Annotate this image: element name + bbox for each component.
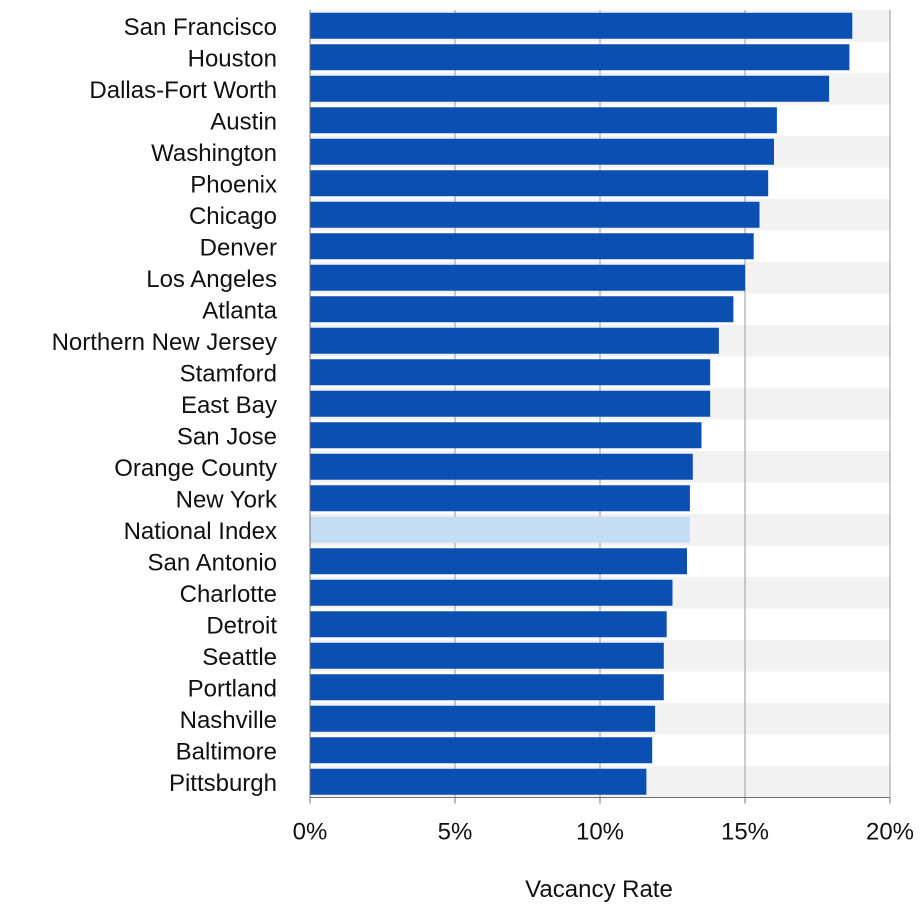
bar [310, 233, 754, 260]
bar [310, 264, 745, 291]
bar-national-index [310, 516, 690, 543]
category-label: Los Angeles [146, 266, 277, 293]
category-label: Nashville [180, 707, 277, 734]
bar [310, 107, 777, 134]
category-label: Seattle [202, 644, 277, 671]
category-label: Pittsburgh [169, 770, 277, 797]
bar [310, 768, 647, 795]
x-axis [309, 10, 891, 804]
x-axis-title: Vacancy Rate [525, 876, 673, 903]
category-label: Orange County [114, 455, 277, 482]
category-labels: San Francisco Houston Dallas-Fort Worth Aus… [52, 14, 278, 797]
bar [310, 642, 664, 669]
category-label: San Francisco [124, 14, 277, 41]
category-label: San Jose [177, 423, 277, 450]
bar [310, 390, 711, 417]
bar [310, 327, 719, 354]
category-label: Houston [188, 45, 277, 72]
category-label: Atlanta [202, 297, 277, 324]
category-label: Phoenix [190, 171, 277, 198]
x-tick-label: 10% [576, 819, 624, 846]
category-label: Charlotte [180, 581, 277, 608]
category-label: Austin [210, 108, 277, 135]
category-label: Stamford [180, 360, 277, 387]
bar [310, 138, 774, 165]
x-tick-label: 20% [866, 819, 914, 846]
bar [310, 422, 702, 449]
x-tick-label: 15% [721, 819, 769, 846]
bar [310, 170, 769, 197]
category-label: Northern New Jersey [52, 329, 277, 356]
bar [310, 453, 693, 480]
category-label: National Index [124, 518, 277, 545]
bar [310, 705, 656, 732]
bar [310, 296, 734, 323]
category-label: Washington [151, 140, 277, 167]
category-label: San Antonio [148, 549, 277, 576]
bar [310, 359, 711, 386]
x-tick-label: 5% [438, 819, 473, 846]
category-label: Baltimore [176, 738, 277, 765]
bar [310, 548, 687, 575]
bar [310, 201, 760, 228]
x-tick-label: 0% [293, 819, 328, 846]
category-label: New York [176, 486, 278, 513]
x-tick-labels: 0% 5% 10% 15% 20% [293, 819, 914, 846]
category-label: East Bay [181, 392, 277, 419]
category-label: Portland [188, 675, 277, 702]
bar [310, 44, 850, 71]
category-label: Detroit [206, 612, 277, 639]
bar [310, 75, 830, 102]
category-label: Chicago [189, 203, 277, 230]
bar [310, 674, 664, 701]
bar [310, 611, 667, 638]
bar [310, 737, 653, 764]
bar [310, 485, 690, 512]
category-label: Denver [200, 234, 277, 261]
category-label: Dallas-Fort Worth [89, 77, 277, 104]
bars [310, 12, 853, 795]
bar [310, 579, 673, 606]
bar [310, 12, 853, 39]
